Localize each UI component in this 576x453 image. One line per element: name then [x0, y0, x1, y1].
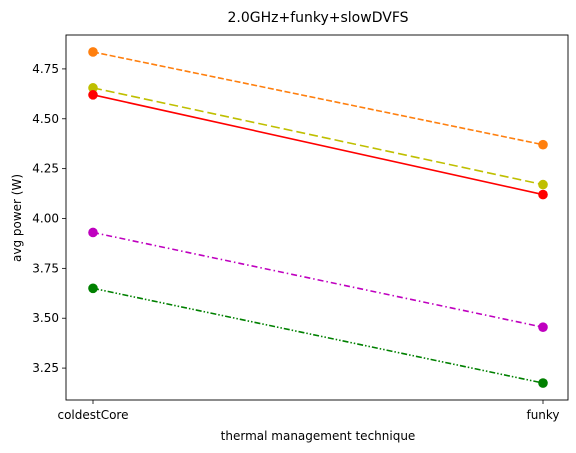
data-point: [538, 189, 548, 200]
data-point: [88, 227, 98, 238]
series-line: [92, 87, 544, 186]
data-point: [538, 378, 548, 388]
y-tick-label: 4.50: [32, 112, 59, 126]
data-point: [88, 47, 98, 57]
y-tick-label: 4.25: [32, 162, 59, 176]
series-3: [88, 90, 548, 200]
y-tick-label: 4.75: [32, 62, 59, 76]
series-line: [92, 51, 544, 146]
series-line: [92, 94, 544, 196]
chart-title: 2.0GHz+funky+slowDVFS: [227, 10, 408, 26]
data-point: [88, 83, 98, 93]
x-axis-label: thermal management technique: [221, 429, 416, 443]
series-layer: [88, 47, 548, 388]
y-axis-label: avg power (W): [10, 174, 24, 262]
y-tick-label: 4.00: [32, 211, 59, 225]
data-point: [88, 90, 98, 100]
series-4: [88, 227, 548, 332]
data-point: [538, 139, 548, 150]
y-tick-label: 3.75: [32, 261, 59, 275]
data-point: [88, 283, 98, 294]
y-tick-label: 3.25: [32, 361, 59, 375]
data-point: [538, 322, 548, 332]
series-line: [92, 287, 544, 384]
y-tick-label: 3.50: [32, 311, 59, 325]
data-point: [538, 179, 548, 190]
series-2: [88, 83, 548, 190]
y-axis: 3.25 3.50 3.75 4.00 4.25 4.50 4.75: [32, 62, 66, 375]
series-1: [88, 47, 548, 150]
x-tick-label: coldestCore: [57, 408, 128, 422]
x-tick-label: funky: [526, 408, 559, 422]
x-axis: coldestCore funky: [57, 400, 560, 422]
series-line: [92, 231, 544, 328]
series-5: [88, 283, 548, 388]
plot-frame: [65, 34, 569, 401]
